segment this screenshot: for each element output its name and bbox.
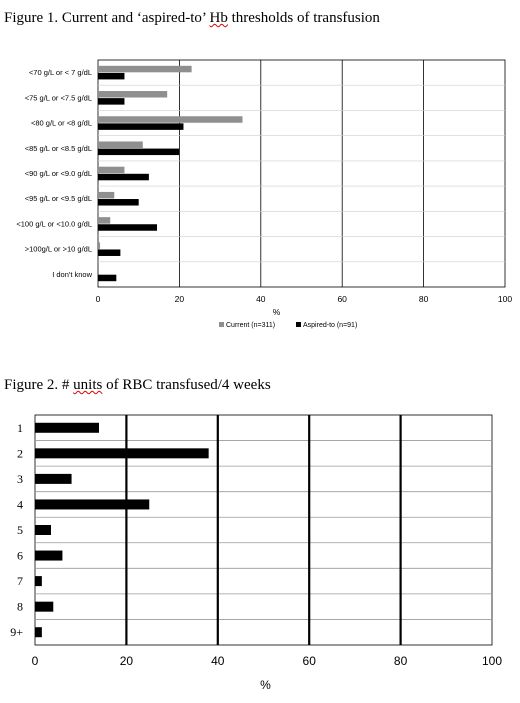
chart1-bar-current xyxy=(98,166,125,174)
chart1-bar-aspired xyxy=(98,173,149,181)
chart2-bar xyxy=(35,499,150,510)
chart1-bar-aspired xyxy=(98,224,158,231)
chart2-bar xyxy=(35,525,51,535)
chart1-category-label: I don't know xyxy=(52,270,92,279)
chart1-bar-aspired xyxy=(98,274,117,282)
chart1-bar-aspired xyxy=(98,123,184,130)
chart2-bar xyxy=(35,448,209,459)
chart1-x-tick-label: 40 xyxy=(256,294,266,304)
chart1-legend-swatch-current xyxy=(219,322,224,327)
chart1-category-label: <95 g/L or <9.5 g/dL xyxy=(25,194,92,203)
chart1-category-label: <85 g/L or <8.5 g/dL xyxy=(25,144,92,153)
chart2-category-label: 5 xyxy=(17,523,23,537)
figure2-title-prefix: Figure 2. # xyxy=(4,377,74,393)
chart2-category-label: 4 xyxy=(17,497,23,511)
chart1-bar-current xyxy=(98,141,143,148)
chart1-bar-current xyxy=(98,242,101,249)
chart2-bar xyxy=(35,473,72,484)
chart1-legend-swatch-aspired xyxy=(296,322,301,327)
figure1-title-underlined: Hb xyxy=(209,10,228,26)
chart1-bar-aspired xyxy=(98,148,180,156)
chart1-x-tick-label: 60 xyxy=(337,294,347,304)
chart2-category-label: 8 xyxy=(17,600,23,614)
figure1-title: Figure 1. Current and ‘aspired-to’ Hb th… xyxy=(4,10,380,27)
chart2-x-axis-label: % xyxy=(260,678,271,692)
chart1-bar-current xyxy=(98,191,115,199)
chart1-svg: 0 20 40 60 80 100 <70 g/L or < 7 g/dL <75 g/L o… xyxy=(16,59,512,329)
chart2-bar xyxy=(35,601,54,612)
chart2-bar xyxy=(35,576,42,587)
chart1-bar-current xyxy=(98,116,243,123)
chart1-bar-aspired xyxy=(98,249,121,256)
chart1-category-label: <70 g/L or < 7 g/dL xyxy=(29,68,92,77)
figure2-title-underlined: units xyxy=(73,377,103,393)
chart2-category-label: 7 xyxy=(17,574,23,588)
figure1-title-prefix: Figure 1. Current and ‘aspired-to’ xyxy=(4,10,210,26)
chart1-x-tick-label: 80 xyxy=(419,294,429,304)
figure2-title-suffix: of RBC transfused/4 weeks xyxy=(102,377,271,393)
chart1-legend-label-aspired: Aspired-to (n=91) xyxy=(303,322,357,329)
chart2-x-tick-label: 20 xyxy=(120,654,134,668)
chart1-bar-aspired xyxy=(98,199,139,206)
chart1-category-label: >100g/L or >10 g/dL xyxy=(25,245,92,254)
chart1-x-axis-label: % xyxy=(273,307,281,317)
chart1-x-tick-label: 20 xyxy=(175,294,185,304)
chart2-bar xyxy=(35,422,99,433)
chart2-category-label: 9+ xyxy=(10,625,23,639)
chart1-bar-current xyxy=(98,91,168,98)
chart2-x-tick-label: 40 xyxy=(211,654,225,668)
chart1-category-label: <90 g/L or <9.0 g/dL xyxy=(25,169,92,178)
chart1-bar-current xyxy=(98,65,192,73)
chart2-x-tick-label: 100 xyxy=(482,654,502,668)
chart2-bar xyxy=(35,550,63,561)
chart2-x-tick-label: 60 xyxy=(303,654,317,668)
chart1-category-label: <100 g/L or <10.0 g/dL xyxy=(16,219,92,228)
chart1-bar-aspired xyxy=(98,98,125,105)
chart2-category-label: 3 xyxy=(17,472,23,486)
chart1-category-label: <80 g/L or <8 g/dL xyxy=(31,119,92,128)
figure1-title-suffix: thresholds of transfusion xyxy=(227,10,380,26)
chart2-x-tick-label: 80 xyxy=(394,654,408,668)
chart1-x-tick-label: 0 xyxy=(96,294,101,304)
chart1-bar-current xyxy=(98,217,111,224)
chart1-plot-frame xyxy=(97,59,506,288)
chart1-category-label: <75 g/L or <7.5 g/dL xyxy=(25,93,92,102)
chart1-bar-aspired xyxy=(98,72,125,80)
figure2-title: Figure 2. # units of RBC transfused/4 we… xyxy=(4,377,271,394)
chart2-bar xyxy=(35,627,42,638)
chart2-category-label: 6 xyxy=(17,549,23,563)
chart2-category-label: 2 xyxy=(17,446,23,460)
chart1-legend-label-current: Current (n=311) xyxy=(226,322,275,329)
chart1-x-tick-label: 100 xyxy=(498,294,512,304)
chart2-x-tick-label: 0 xyxy=(32,654,39,668)
chart2-category-label: 1 xyxy=(17,421,23,435)
